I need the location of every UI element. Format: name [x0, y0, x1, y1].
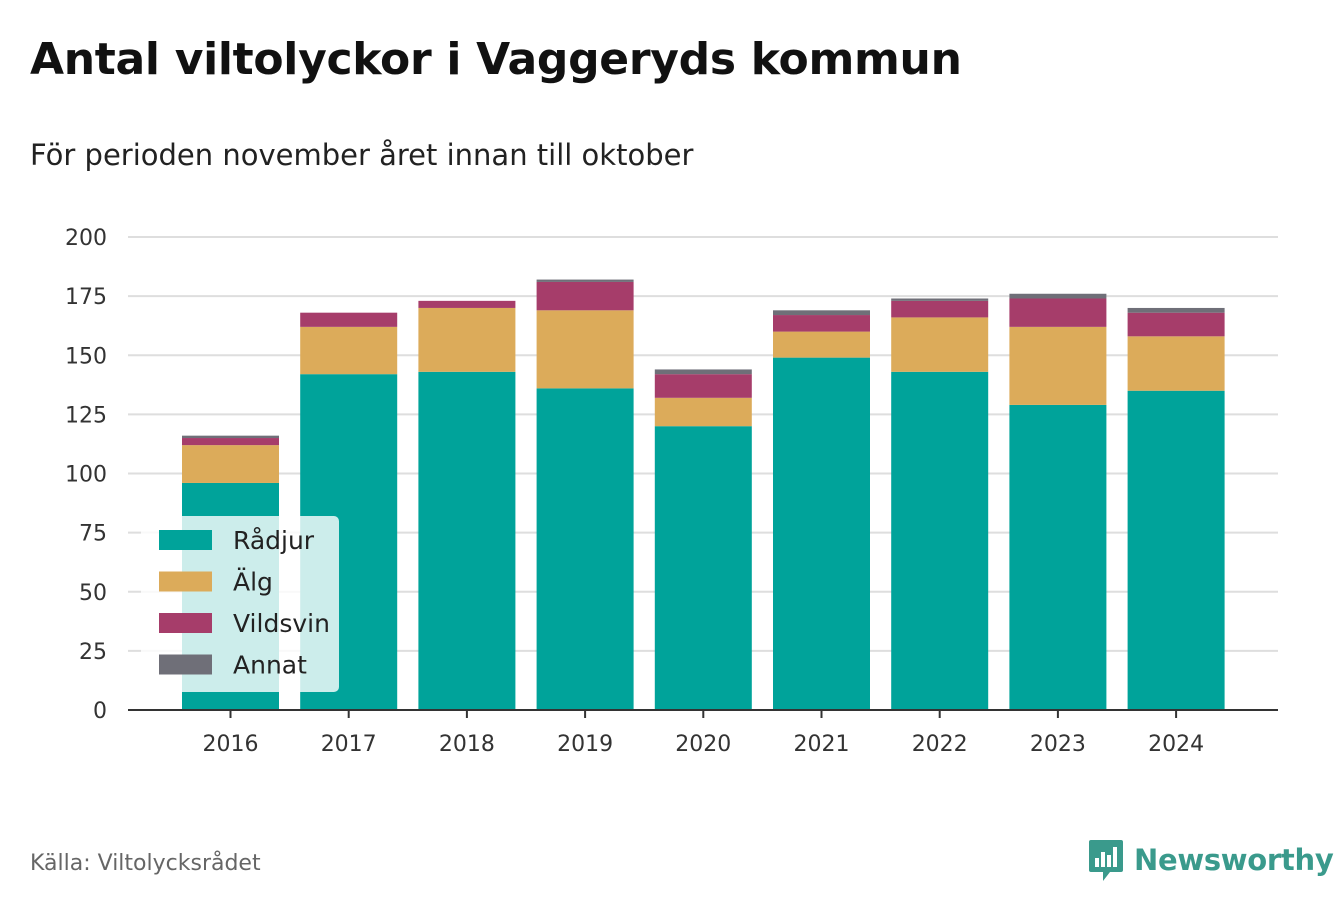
legend-swatch-älg [159, 571, 212, 592]
legend-swatch-annat [159, 654, 212, 675]
chart-subtitle: För perioden november året innan till ok… [30, 138, 694, 172]
bar-älg-2024 [1127, 336, 1225, 391]
x-tick-label: 2017 [321, 732, 377, 757]
x-tick-label: 2020 [675, 732, 731, 757]
bar-vildsvin-2018 [418, 300, 516, 308]
y-tick-label: 125 [65, 403, 107, 428]
chart-title: Antal viltolyckor i Vaggeryds kommun [30, 34, 962, 85]
legend-label: Rådjur [233, 526, 315, 555]
legend-swatch-rådjur [159, 530, 212, 550]
bar-älg-2017 [300, 326, 398, 375]
newsworthy-logo-icon [1089, 840, 1123, 881]
bar-vildsvin-2024 [1127, 312, 1225, 337]
y-tick-label: 175 [65, 285, 107, 310]
y-tick-label: 50 [79, 581, 107, 606]
brand-name: Newsworthy [1134, 843, 1334, 877]
bar-rådjur-2019 [536, 388, 634, 710]
bar-rådjur-2020 [654, 426, 752, 710]
bar-vildsvin-2022 [891, 300, 989, 318]
legend-box [141, 516, 339, 692]
bar-vildsvin-2020 [654, 374, 752, 398]
bar-annat-2016 [182, 435, 279, 439]
brand-logo: Newsworthy [1088, 838, 1334, 882]
bar-rådjur-2024 [1127, 390, 1225, 710]
bar-annat-2024 [1127, 307, 1225, 313]
x-tick-label: 2018 [439, 732, 495, 757]
bar-vildsvin-2016 [182, 438, 279, 446]
y-tick-label: 0 [93, 699, 107, 724]
bar-älg-2023 [1009, 326, 1107, 405]
y-tick-label: 150 [65, 344, 107, 369]
bar-vildsvin-2021 [773, 315, 870, 332]
bar-rådjur-2018 [418, 371, 516, 710]
legend-label: Annat [233, 651, 307, 680]
bar-annat-2022 [891, 298, 989, 301]
bar-annat-2019 [536, 279, 634, 282]
y-tick-label: 75 [79, 522, 107, 547]
y-tick-label: 25 [79, 640, 107, 665]
x-tick-label: 2023 [1030, 732, 1086, 757]
bar-vildsvin-2023 [1009, 298, 1107, 327]
bar-älg-2022 [891, 317, 989, 372]
x-tick-label: 2019 [557, 732, 613, 757]
y-tick-label: 200 [65, 226, 107, 251]
x-tick-label: 2022 [912, 732, 968, 757]
bar-annat-2023 [1009, 293, 1107, 299]
legend-label: Vildsvin [233, 609, 330, 638]
bar-rådjur-2023 [1009, 404, 1107, 710]
bar-rådjur-2021 [773, 357, 870, 710]
source-note: Källa: Viltolycksrådet [30, 851, 261, 876]
bar-älg-2019 [536, 310, 634, 389]
legend-label: Älg [233, 568, 273, 597]
bar-annat-2020 [654, 369, 752, 375]
x-tick-label: 2016 [203, 732, 259, 757]
bar-annat-2021 [773, 310, 870, 316]
bar-älg-2021 [773, 331, 870, 358]
x-tick-label: 2021 [794, 732, 850, 757]
bar-vildsvin-2017 [300, 312, 398, 327]
x-tick-label: 2024 [1148, 732, 1204, 757]
bar-älg-2016 [182, 445, 279, 483]
y-tick-label: 100 [65, 463, 107, 488]
bar-rådjur-2022 [891, 371, 989, 710]
legend-swatch-vildsvin [159, 613, 212, 633]
bar-vildsvin-2019 [536, 281, 634, 311]
bar-älg-2018 [418, 307, 516, 372]
bar-älg-2020 [654, 397, 752, 427]
